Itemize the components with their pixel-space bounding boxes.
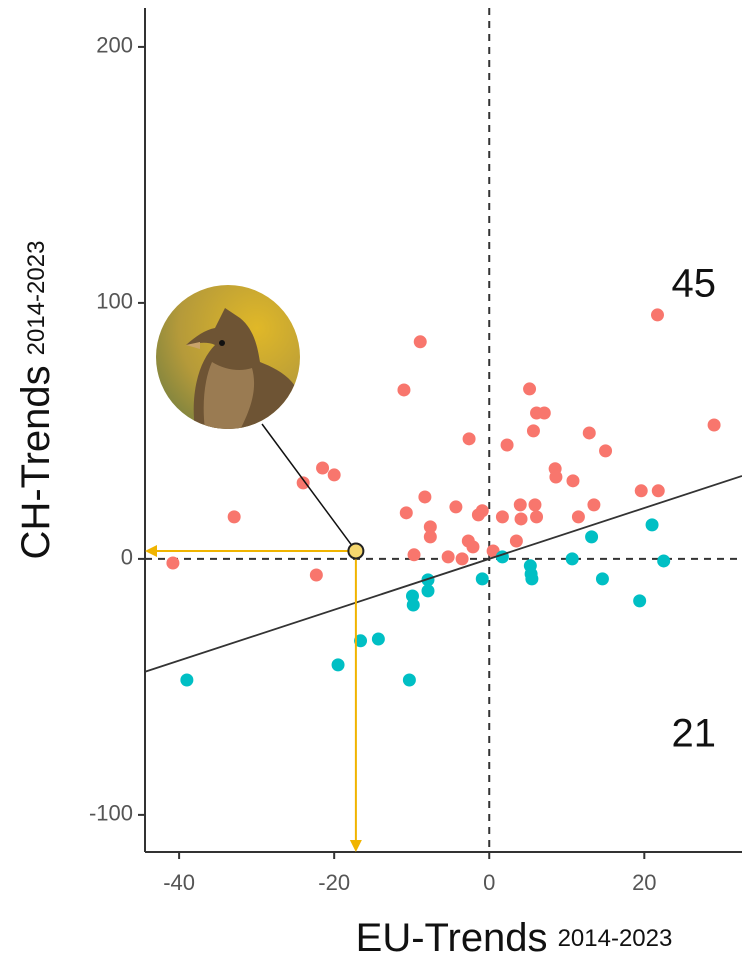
point	[599, 444, 613, 458]
y-tick-label: 200	[96, 33, 133, 58]
x-tick-label: 0	[483, 870, 495, 895]
point	[462, 432, 476, 446]
point	[565, 552, 579, 566]
point	[327, 468, 341, 482]
point	[650, 308, 664, 322]
x-tick-label: -20	[318, 870, 350, 895]
x-tick-label: -40	[163, 870, 195, 895]
point	[406, 598, 420, 612]
trend-line	[144, 475, 742, 673]
point	[509, 534, 523, 548]
point	[707, 418, 721, 432]
point	[413, 335, 427, 349]
point	[407, 548, 421, 562]
point	[227, 510, 241, 524]
point	[595, 572, 609, 586]
quadrant-count: 21	[672, 712, 717, 756]
point	[585, 530, 599, 544]
point	[423, 530, 437, 544]
point	[296, 476, 310, 490]
point	[525, 572, 539, 586]
photo-connector	[261, 423, 357, 552]
point	[371, 632, 385, 646]
bird-photo	[156, 285, 300, 429]
point	[399, 506, 413, 520]
point	[421, 584, 435, 598]
point	[475, 504, 489, 518]
point	[651, 484, 665, 498]
x-axis-title: EU-Trends 2014-2023	[356, 916, 673, 960]
point	[466, 540, 480, 554]
point	[514, 512, 528, 526]
y-axis-title: CH-Trends2014-2023	[14, 241, 58, 560]
point	[513, 498, 527, 512]
point	[537, 406, 551, 420]
y-tick-label: 100	[96, 289, 133, 314]
point	[475, 572, 489, 586]
point	[582, 426, 596, 440]
point	[500, 438, 514, 452]
point	[634, 484, 648, 498]
point	[331, 658, 345, 672]
highlight-point	[347, 542, 365, 560]
point	[354, 634, 368, 648]
point	[180, 673, 194, 687]
point	[566, 474, 580, 488]
point	[449, 500, 463, 514]
point	[166, 556, 180, 570]
point	[397, 383, 411, 397]
point	[587, 498, 601, 512]
point	[441, 550, 455, 564]
point	[657, 554, 671, 568]
point	[528, 498, 542, 512]
point	[418, 490, 432, 504]
point	[455, 552, 469, 566]
point	[402, 673, 416, 687]
x-tick-label: 20	[632, 870, 656, 895]
y-tick-label: 0	[121, 545, 133, 570]
point	[495, 510, 509, 524]
point	[486, 544, 500, 558]
point	[526, 424, 540, 438]
point	[633, 594, 647, 608]
point	[316, 461, 330, 475]
point	[523, 382, 537, 396]
point	[530, 510, 544, 524]
y-tick-label: -100	[89, 801, 133, 826]
point	[549, 470, 563, 484]
arrow-head	[349, 840, 362, 852]
point	[571, 510, 585, 524]
quadrant-count: 45	[672, 262, 717, 306]
arrow-head	[145, 544, 157, 557]
point	[423, 520, 437, 534]
point	[309, 568, 323, 582]
point	[645, 518, 659, 532]
